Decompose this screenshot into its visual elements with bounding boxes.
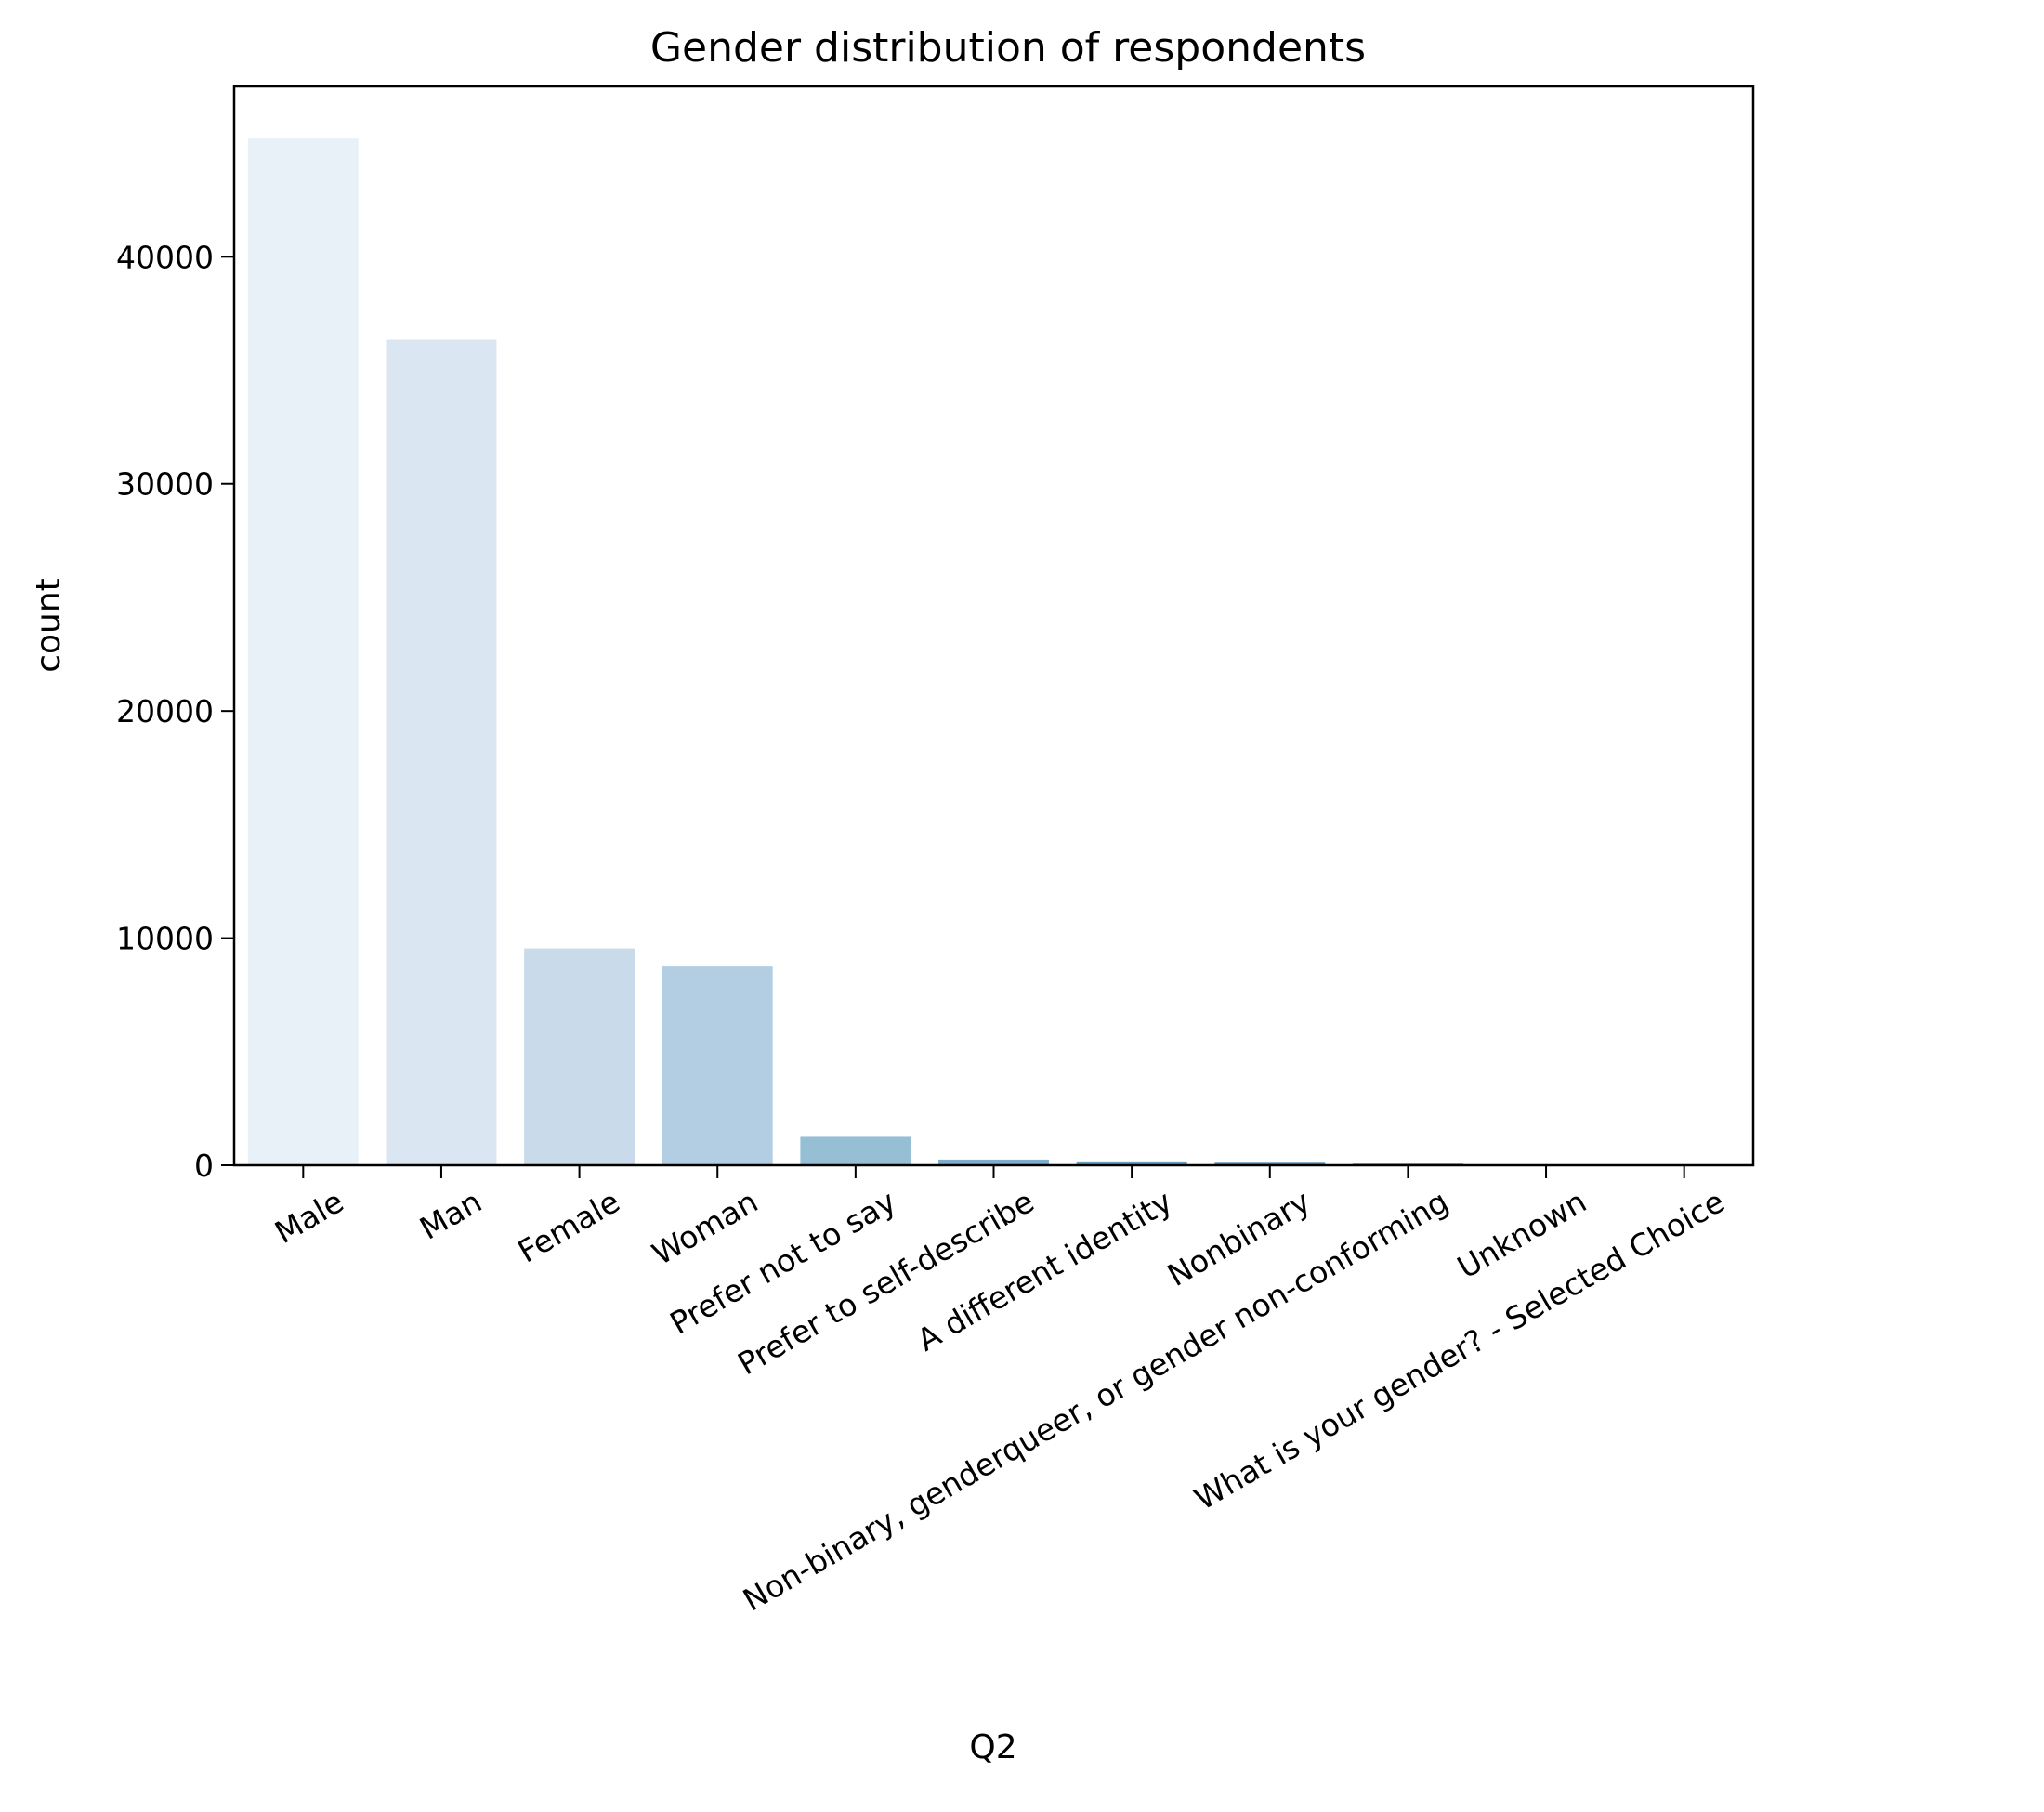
y-tick-label: 30000 [116,466,214,503]
x-tick-label: Man [413,1183,488,1247]
y-tick-label: 0 [194,1148,214,1184]
x-axis-label: Q2 [969,1728,1016,1766]
bar-7 [1076,1161,1187,1165]
bar-1 [247,138,359,1166]
x-tick-label: A different identity [911,1183,1178,1359]
bar-8 [1214,1162,1326,1165]
x-tick-label: Woman [646,1183,764,1272]
chart-title: Gender distribution of respondents [650,24,1366,72]
bar-2 [386,339,497,1165]
y-axis-ticks: 0 10000 20000 30000 40000 [116,239,234,1184]
x-tick-label: Female [512,1183,626,1269]
plot-frame [232,85,1755,1167]
y-tick-label: 40000 [116,239,214,275]
x-tick-label: Prefer not to say [663,1183,901,1342]
bar-3 [524,948,635,1165]
x-tick-label: Male [269,1183,349,1251]
y-tick-label: 10000 [116,921,214,957]
bar-4 [662,966,773,1165]
bar-6 [938,1159,1049,1165]
y-tick-label: 20000 [116,693,214,729]
bar-5 [800,1136,911,1165]
y-axis-label: count [30,578,68,673]
bars-group [247,138,1740,1166]
